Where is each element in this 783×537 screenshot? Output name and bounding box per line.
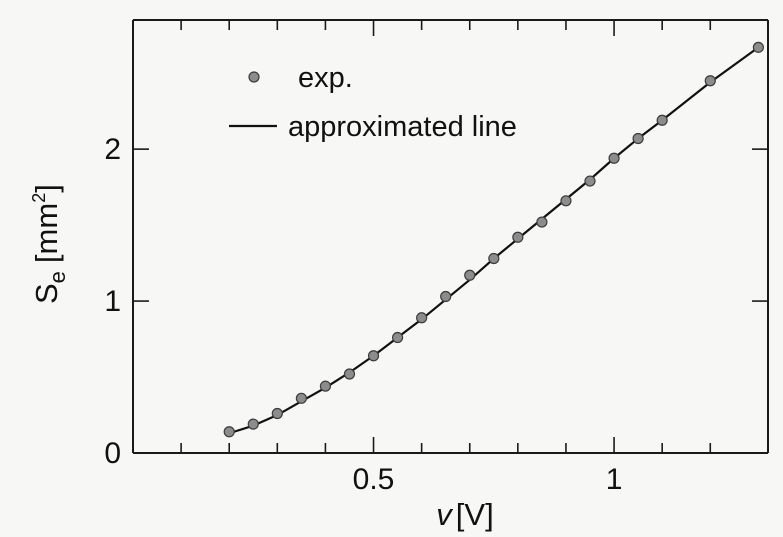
exp-data-point <box>440 290 452 303</box>
axes-layer: 0.5 1 0 1 2 <box>104 19 769 496</box>
y-axis-label: Se [mm2] <box>29 184 70 304</box>
exp-data-point <box>367 350 380 362</box>
exp-data-point <box>223 426 235 438</box>
exp-data-point <box>488 252 500 265</box>
legend: exp. approximated line <box>229 62 517 143</box>
y-tick-label: 1 <box>104 285 121 318</box>
y-tick-label: 2 <box>104 133 121 166</box>
approximated-line-series <box>228 46 760 435</box>
x-tick-label: 0.5 <box>353 463 395 496</box>
legend-marker-exp <box>248 71 260 83</box>
plot-frame <box>132 19 769 454</box>
exp-data-point <box>536 216 548 228</box>
exp-data-point <box>391 331 404 344</box>
y-axis-unit-suffix: ] <box>29 184 64 193</box>
y-axis-variable: S <box>29 283 64 304</box>
exp-data-point <box>295 392 307 404</box>
y-tick-label: 0 <box>104 437 121 470</box>
exp-data-point <box>464 269 476 281</box>
y-axis-unit: [mm <box>29 203 64 263</box>
x-axis-label: v [V] <box>436 497 493 532</box>
exp-data-point <box>584 175 596 187</box>
y-axis-subscript: e <box>45 271 70 283</box>
exp-data-point <box>343 368 356 380</box>
legend-label-approx: approximated line <box>288 111 517 143</box>
exp-data-point <box>271 407 283 420</box>
exp-data-point <box>608 152 620 164</box>
plot-layer <box>223 41 764 438</box>
exp-data-point <box>632 132 644 145</box>
y-axis-unit-superscript: 2 <box>29 193 49 203</box>
exp-data-point <box>560 195 572 207</box>
exp-data-point <box>247 418 259 430</box>
x-tick-label: 1 <box>606 463 623 496</box>
exp-data-point <box>416 312 428 324</box>
exp-data-point <box>752 41 764 53</box>
legend-label-exp: exp. <box>298 62 353 94</box>
axis-labels: v [V] Se [mm2] <box>29 184 494 532</box>
x-axis-unit: [V] <box>456 497 494 532</box>
x-axis-variable: v <box>436 497 453 532</box>
exp-data-point <box>656 114 668 126</box>
exp-data-point <box>319 380 332 392</box>
exp-data-point <box>704 75 716 87</box>
exp-data-point <box>512 231 524 243</box>
